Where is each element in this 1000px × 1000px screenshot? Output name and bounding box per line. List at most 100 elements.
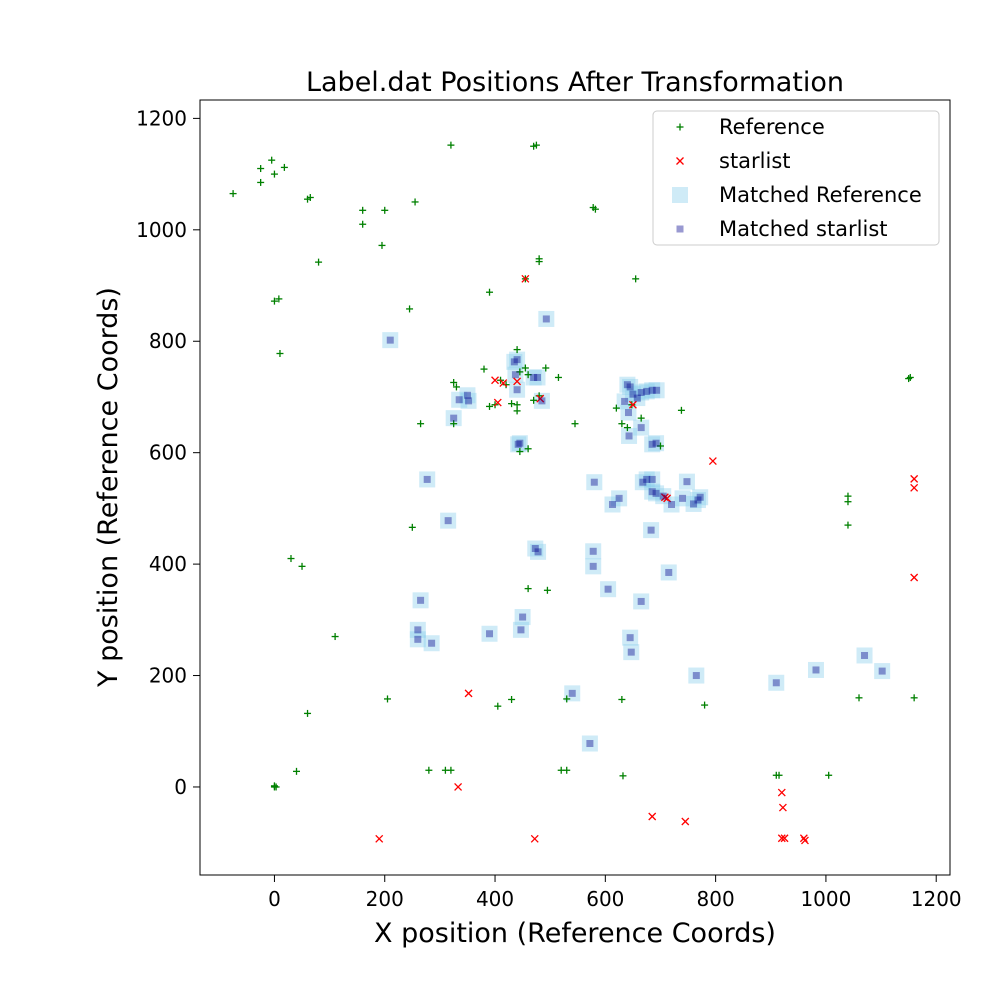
starlist-point xyxy=(799,834,808,843)
y-tick-label: 400 xyxy=(149,552,187,576)
starlist-point xyxy=(521,274,530,283)
matched-starlist-point xyxy=(652,439,660,447)
matched-starlist-point xyxy=(621,397,629,405)
reference-point xyxy=(508,695,516,703)
reference-point xyxy=(905,375,913,383)
matched-reference-point xyxy=(611,490,628,507)
legend-marker-matched-starlist xyxy=(676,225,684,233)
matched-starlist-point xyxy=(878,667,886,675)
matched-starlist-point xyxy=(861,651,869,659)
reference-point xyxy=(677,406,685,414)
reference-point xyxy=(270,170,278,178)
reference-point xyxy=(287,555,295,563)
matched-starlist-point xyxy=(511,371,519,379)
reference-point xyxy=(494,702,502,710)
matched-starlist-point xyxy=(653,386,661,394)
series-reference xyxy=(229,141,918,791)
matched-starlist-point xyxy=(623,381,631,389)
matched-starlist-point xyxy=(465,397,473,405)
matched-starlist-point xyxy=(450,414,458,422)
matched-reference-point xyxy=(530,543,547,560)
y-tick-label: 0 xyxy=(174,775,187,799)
chart-title: Label.dat Positions After Transformation xyxy=(306,67,844,98)
matched-starlist-point xyxy=(568,689,576,697)
matched-starlist-point xyxy=(648,488,656,496)
y-tick-label: 600 xyxy=(149,441,187,465)
matched-reference-point xyxy=(412,592,429,609)
matched-starlist-point xyxy=(637,389,645,397)
matched-starlist-point xyxy=(625,432,633,440)
reference-point xyxy=(532,141,540,149)
reference-point xyxy=(280,163,288,171)
matched-starlist-point xyxy=(668,500,676,508)
legend-box xyxy=(652,110,940,246)
matched-starlist-point xyxy=(812,666,820,674)
reference-point xyxy=(513,346,521,354)
matched-starlist-point xyxy=(629,390,637,398)
x-tick-label: 0 xyxy=(268,887,281,911)
matched-starlist-point xyxy=(423,475,431,483)
reference-point xyxy=(521,364,529,372)
matched-reference-point xyxy=(445,410,462,427)
matched-reference-point xyxy=(619,376,636,393)
plot-area xyxy=(229,141,919,845)
reference-point xyxy=(452,383,460,391)
matched-starlist-point xyxy=(428,639,436,647)
matched-reference-point xyxy=(511,435,528,452)
matched-reference-point xyxy=(586,474,603,491)
y-tick-label: 1200 xyxy=(136,106,187,130)
matched-reference-point xyxy=(451,391,468,408)
matched-starlist-point xyxy=(538,397,546,405)
starlist-point xyxy=(499,379,508,387)
starlist-point xyxy=(681,817,690,826)
reference-point xyxy=(275,295,283,303)
matched-starlist-point xyxy=(589,562,597,570)
reference-point xyxy=(411,198,419,206)
matched-starlist-point xyxy=(643,387,651,395)
starlist-point xyxy=(464,689,473,698)
reference-point xyxy=(632,275,640,283)
matched-reference-point xyxy=(638,471,655,488)
series-matched-reference xyxy=(382,310,891,752)
matched-starlist-point xyxy=(531,545,539,553)
matched-starlist-point xyxy=(444,517,452,525)
reference-point xyxy=(417,420,425,428)
y-tick-label: 800 xyxy=(149,329,187,353)
matched-reference-point xyxy=(624,386,641,403)
matched-reference-point xyxy=(644,471,661,488)
matched-starlist-point xyxy=(586,740,594,748)
reference-point xyxy=(571,420,579,428)
matched-starlist-point xyxy=(652,489,660,497)
matched-reference-point xyxy=(643,522,660,539)
reference-point xyxy=(331,633,339,641)
legend-label-matched-starlist: Matched starlist xyxy=(719,217,888,241)
matched-reference-point xyxy=(525,369,542,386)
reference-point xyxy=(359,206,367,214)
reference-point xyxy=(381,206,389,214)
matched-reference-point xyxy=(623,644,640,661)
matched-starlist-point xyxy=(647,526,655,534)
reference-point xyxy=(855,694,863,702)
matched-starlist-point xyxy=(659,492,667,500)
reference-point xyxy=(425,766,433,774)
matched-starlist-point xyxy=(626,634,634,642)
matched-starlist-point xyxy=(513,386,521,394)
matched-starlist-point xyxy=(455,396,463,404)
reference-point xyxy=(530,396,538,404)
matched-starlist-point xyxy=(414,626,422,634)
matched-starlist-point xyxy=(627,648,635,656)
matched-reference-point xyxy=(633,593,650,610)
matched-starlist-point xyxy=(665,568,673,576)
matched-starlist-point xyxy=(514,440,522,448)
starlist-point xyxy=(663,494,672,503)
matched-reference-point xyxy=(423,635,440,652)
reference-point xyxy=(315,258,323,266)
reference-point xyxy=(543,586,551,594)
matched-reference-point xyxy=(509,351,526,368)
reference-point xyxy=(637,414,645,422)
matched-starlist-point xyxy=(414,635,422,643)
matched-starlist-point xyxy=(534,373,541,381)
reference-point xyxy=(229,190,237,198)
matched-starlist-point xyxy=(772,679,780,687)
